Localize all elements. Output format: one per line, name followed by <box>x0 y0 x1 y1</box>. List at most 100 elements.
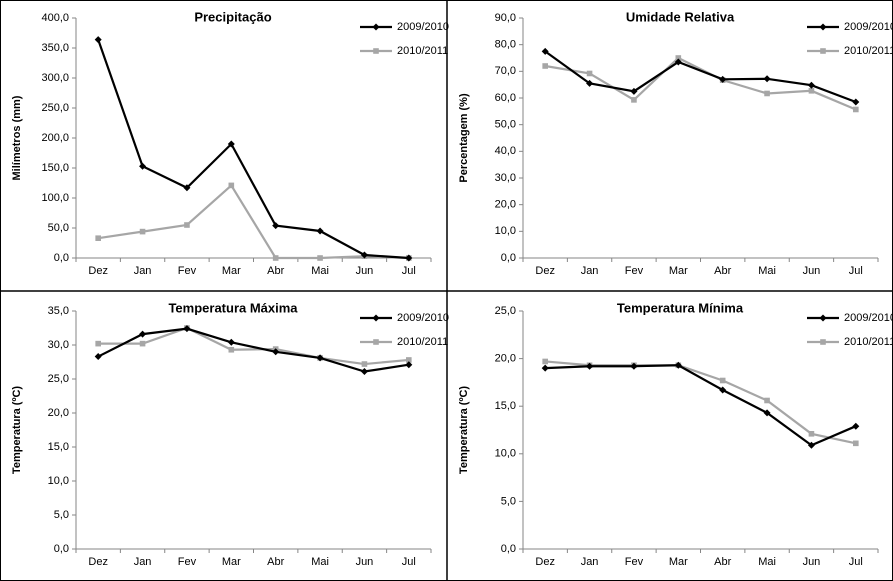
series-line <box>97 327 409 373</box>
marker <box>542 358 548 365</box>
marker <box>405 254 413 262</box>
marker <box>95 340 101 347</box>
marker <box>719 377 726 384</box>
marker <box>183 184 191 192</box>
marker <box>586 79 594 87</box>
x-tick-label: Mai <box>758 556 776 568</box>
y-tick-label: 300,0 <box>41 72 69 84</box>
marker <box>764 397 770 404</box>
marker <box>853 440 859 447</box>
marker <box>139 330 147 338</box>
y-axis-label: Temperatura (ºC) <box>11 386 23 474</box>
y-tick-label: 25,0 <box>495 305 516 317</box>
y-tick-label: 350,0 <box>41 42 69 54</box>
y-tick-label: 100,0 <box>41 192 69 204</box>
y-tick-label: 50,0 <box>48 222 69 234</box>
y-axis-label: Milímetros (mm) <box>11 95 23 180</box>
x-tick-label: Abr <box>714 556 731 568</box>
chart-title: Temperatura Máxima <box>168 300 298 315</box>
marker <box>272 348 280 356</box>
x-tick-label: Mar <box>222 556 241 568</box>
x-tick-label: Mai <box>311 265 329 277</box>
marker <box>372 314 380 322</box>
series-line <box>97 39 409 260</box>
marker <box>674 361 682 369</box>
x-tick-label: Mar <box>669 265 688 277</box>
marker <box>820 339 826 345</box>
legend-label: 2009/2010 <box>844 312 893 324</box>
marker <box>94 36 102 44</box>
x-tick-label: Jul <box>849 556 863 568</box>
y-tick-label: 0,0 <box>501 543 516 555</box>
marker <box>405 361 413 369</box>
y-tick-label: 0,0 <box>54 543 69 555</box>
y-tick-label: 5,0 <box>54 509 69 521</box>
marker <box>227 140 235 148</box>
x-tick-label: Jun <box>356 265 374 277</box>
y-tick-label: 0,0 <box>54 252 69 264</box>
y-tick-label: 10,0 <box>495 225 516 237</box>
marker <box>361 361 368 367</box>
y-tick-label: 80,0 <box>495 39 516 51</box>
marker <box>272 222 280 230</box>
marker <box>807 441 815 449</box>
x-tick-label: Jun <box>803 265 821 277</box>
y-tick-label: 0,0 <box>501 252 516 264</box>
x-tick-label: Dez <box>88 265 108 277</box>
marker <box>631 97 637 103</box>
y-tick-label: 50,0 <box>495 119 516 131</box>
marker <box>586 362 594 370</box>
x-tick-label: Mai <box>311 556 329 568</box>
marker <box>184 222 190 228</box>
series-line <box>98 326 409 366</box>
y-tick-label: 15,0 <box>495 400 516 412</box>
marker <box>630 87 638 95</box>
y-tick-label: 150,0 <box>41 162 69 174</box>
x-tick-label: Mai <box>758 265 776 277</box>
marker <box>373 48 379 54</box>
marker <box>852 422 860 430</box>
marker <box>372 23 380 31</box>
y-tick-label: 250,0 <box>41 102 69 114</box>
marker <box>719 386 727 394</box>
y-tick-label: 10,0 <box>495 448 516 460</box>
y-tick-label: 200,0 <box>41 132 69 144</box>
x-tick-label: Jul <box>402 265 416 277</box>
x-tick-label: Fev <box>625 265 644 277</box>
y-tick-label: 30,0 <box>495 172 516 184</box>
marker <box>139 340 146 347</box>
x-tick-label: Jul <box>402 556 416 568</box>
series-line <box>545 56 857 111</box>
y-tick-label: 70,0 <box>495 65 516 77</box>
legend-label: 2010/2011 <box>397 336 448 348</box>
marker <box>819 23 827 31</box>
marker <box>763 75 771 83</box>
marker <box>808 88 815 94</box>
marker <box>853 106 859 113</box>
marker <box>630 362 638 370</box>
chart-title: Umidade Relativa <box>626 9 735 24</box>
x-tick-label: Mar <box>669 556 688 568</box>
marker <box>95 235 101 241</box>
y-tick-label: 40,0 <box>495 145 516 157</box>
legend-label: 2009/2010 <box>844 21 893 33</box>
marker <box>316 227 324 235</box>
marker <box>675 55 682 61</box>
y-tick-label: 20,0 <box>495 199 516 211</box>
series-line <box>98 183 409 260</box>
marker <box>183 325 191 333</box>
y-tick-label: 5,0 <box>501 495 516 507</box>
marker <box>820 48 826 54</box>
x-tick-label: Dez <box>535 556 555 568</box>
x-tick-label: Jan <box>581 556 599 568</box>
x-tick-label: Jan <box>134 265 152 277</box>
y-tick-label: 400,0 <box>41 12 69 24</box>
x-tick-label: Jun <box>803 556 821 568</box>
x-tick-label: Fev <box>178 556 197 568</box>
marker <box>228 182 235 189</box>
x-tick-label: Abr <box>714 265 731 277</box>
y-tick-label: 10,0 <box>48 475 69 487</box>
legend-label: 2010/2011 <box>844 45 893 57</box>
legend-label: 2009/2010 <box>397 21 449 33</box>
